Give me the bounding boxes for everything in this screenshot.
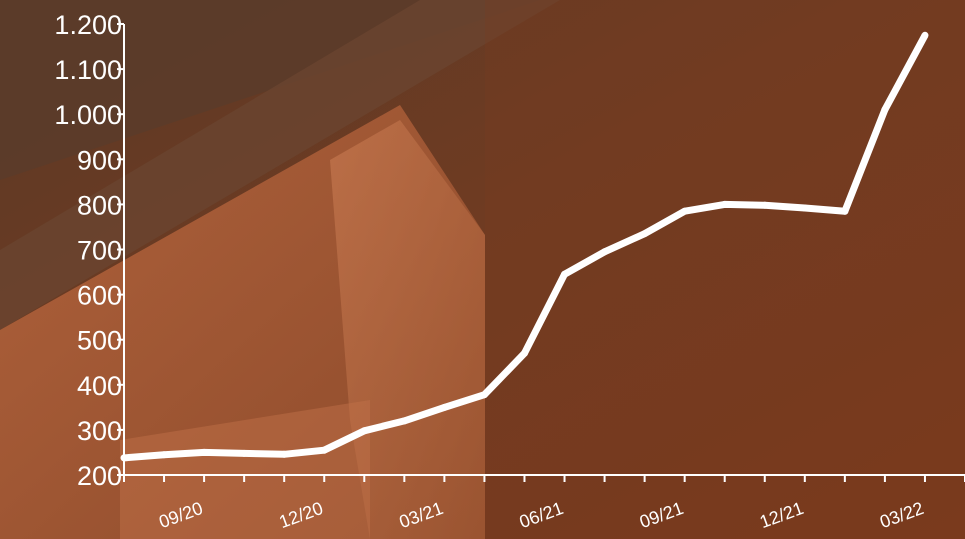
y-tick-label: 800	[77, 190, 122, 220]
y-tick-label: 1.100	[54, 55, 122, 85]
background-lower-slab	[120, 400, 370, 539]
data-point	[521, 349, 528, 357]
data-point	[440, 403, 448, 411]
y-tick-label: 300	[77, 416, 122, 446]
data-point	[721, 200, 729, 208]
y-tick-label: 200	[77, 461, 122, 491]
series-layer	[120, 31, 929, 462]
data-point	[561, 270, 568, 278]
data-point	[761, 201, 769, 209]
data-point	[240, 449, 248, 457]
axes	[117, 23, 965, 482]
data-point	[841, 207, 849, 215]
data-point	[280, 450, 288, 458]
data-point	[881, 106, 889, 114]
data-point	[480, 391, 488, 399]
background-ridge	[0, 0, 560, 330]
y-tick-label: 1.000	[54, 100, 122, 130]
y-tick-label: 600	[77, 281, 122, 311]
data-point	[801, 204, 809, 212]
data-point	[320, 446, 328, 454]
background-right-panel	[485, 0, 965, 539]
y-tick-label: 500	[77, 326, 122, 356]
data-point	[921, 31, 929, 39]
y-axis-labels: 200 300 400 500 600 700 800 900 1.000 1.100 1.200	[54, 10, 122, 491]
y-tick-label: 1.200	[54, 10, 122, 40]
data-point	[400, 417, 408, 425]
data-point	[120, 454, 128, 462]
y-tick-label: 400	[77, 371, 122, 401]
y-tick-label: 700	[77, 236, 122, 266]
data-point	[641, 230, 649, 238]
data-point	[681, 207, 689, 215]
data-point	[200, 448, 208, 456]
data-point	[160, 451, 168, 459]
data-point	[601, 248, 609, 256]
data-point	[360, 427, 368, 435]
y-tick-label: 900	[77, 145, 122, 175]
